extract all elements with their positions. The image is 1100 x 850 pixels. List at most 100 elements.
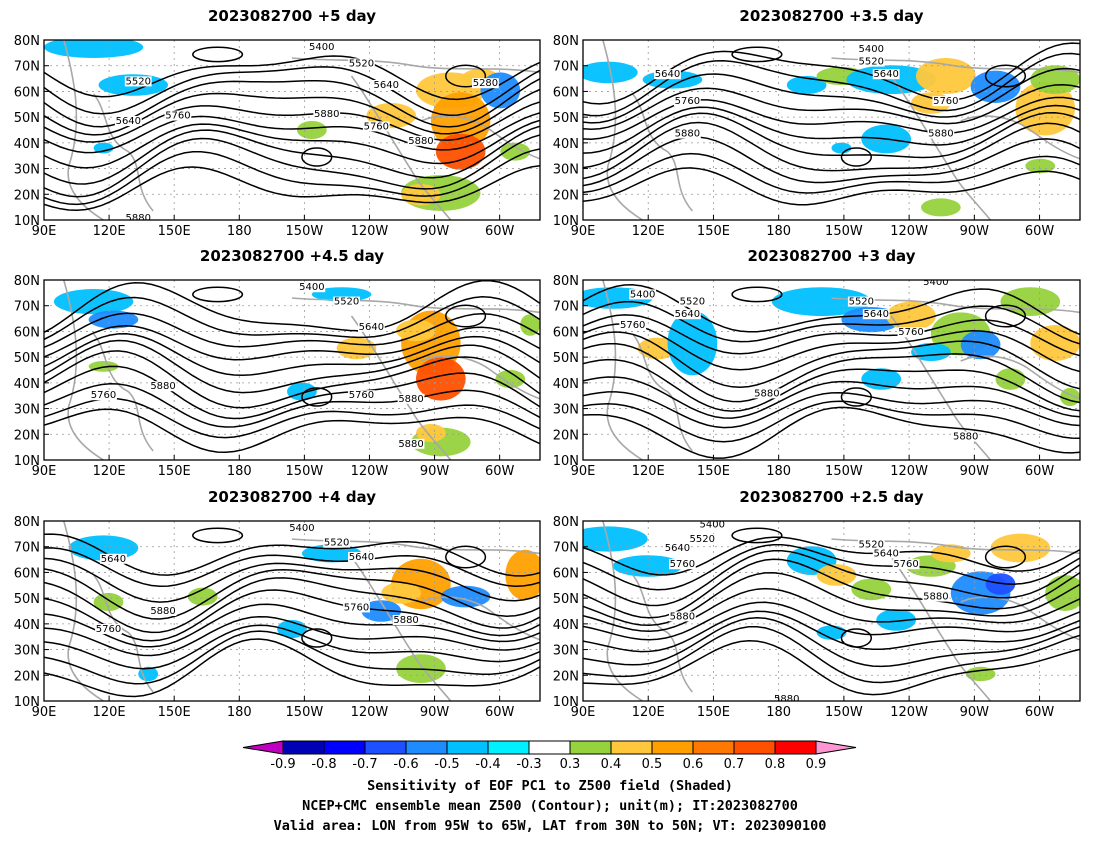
contour-label: 5880 xyxy=(408,136,433,147)
contour-label: 5880 xyxy=(398,439,423,450)
sensitivity-shading xyxy=(786,76,827,94)
footer-line3: Valid area: LON from 95W to 65W, LAT fro… xyxy=(274,818,827,834)
lat-tick-label: 60N xyxy=(553,85,579,100)
lon-tick-label: 90W xyxy=(420,464,450,479)
sensitivity-shading xyxy=(416,357,466,401)
sensitivity-shading xyxy=(1000,287,1061,316)
lon-tick-label: 90W xyxy=(420,224,450,239)
lat-tick-label: 30N xyxy=(14,403,40,418)
z500-contour xyxy=(583,406,1080,459)
lon-tick-label: 120W xyxy=(890,705,928,720)
z500-contour xyxy=(44,397,540,439)
colorbar-swatch xyxy=(610,740,653,755)
z500-contour xyxy=(44,365,540,420)
colorbar-label: -0.3 xyxy=(516,757,541,772)
z500-contour xyxy=(583,572,1080,627)
contour-label: 5880 xyxy=(314,109,339,120)
sensitivity-shading xyxy=(88,310,139,329)
contour-label: 5640 xyxy=(101,554,126,565)
z500-contour xyxy=(44,280,540,334)
contour-label: 5760 xyxy=(96,624,121,635)
sensitivity-shading xyxy=(970,70,1021,104)
coastline xyxy=(420,355,540,400)
contour-label: 5520 xyxy=(334,297,359,308)
coastline xyxy=(890,75,992,220)
z500-contour xyxy=(44,638,540,698)
coastline xyxy=(63,40,104,220)
z500-contour xyxy=(583,601,1080,641)
colorbar-swatch xyxy=(282,740,325,755)
lon-tick-label: 120E xyxy=(632,705,665,720)
z500-closed-contour xyxy=(192,527,244,544)
contour-label: 5760 xyxy=(91,390,116,401)
contour-label: 5520 xyxy=(126,76,151,87)
colorbar-swatch xyxy=(815,740,857,755)
coastline xyxy=(291,297,540,314)
z500-contour xyxy=(583,616,1080,668)
lat-tick-label: 30N xyxy=(553,163,579,178)
lat-tick-label: 40N xyxy=(14,137,40,152)
sensitivity-shading xyxy=(1045,575,1080,611)
lat-tick-label: 30N xyxy=(553,403,579,418)
lon-tick-label: 150W xyxy=(286,224,324,239)
footer-line2: NCEP+CMC ensemble mean Z500 (Contour); u… xyxy=(302,798,798,814)
sensitivity-shading xyxy=(1030,325,1080,361)
panel-frame xyxy=(43,279,541,461)
lon-tick-label: 180 xyxy=(766,705,791,720)
z500-contour xyxy=(44,350,540,409)
colorbar-label: 0.5 xyxy=(642,757,663,772)
z500-contour xyxy=(583,284,1080,336)
z500-closed-contour xyxy=(301,628,333,648)
colorbar-swatch xyxy=(528,740,571,755)
lat-tick-label: 20N xyxy=(14,669,40,684)
sensitivity-shading xyxy=(876,609,916,631)
lat-tick-label: 10N xyxy=(553,695,579,710)
contour-label: 5640 xyxy=(873,548,898,559)
sensitivity-shading xyxy=(886,301,936,331)
sensitivity-shading xyxy=(44,40,144,58)
z500-contour xyxy=(583,314,1080,357)
z500-contour xyxy=(44,333,540,377)
lat-tick-label: 10N xyxy=(14,214,40,229)
sensitivity-shading xyxy=(396,319,436,342)
lat-tick-label: 30N xyxy=(14,644,40,659)
z500-contour xyxy=(44,119,540,169)
lat-tick-label: 40N xyxy=(14,618,40,633)
colorbar-swatch xyxy=(446,740,489,755)
lon-tick-label: 120W xyxy=(890,464,928,479)
z500-contour xyxy=(583,300,1080,345)
z500-contour xyxy=(583,67,1080,124)
lat-tick-label: 10N xyxy=(14,454,40,469)
colorbar-label: -0.9 xyxy=(270,757,295,772)
panel-title: 2023082700 +3 day xyxy=(748,247,916,265)
lon-tick-label: 90W xyxy=(960,464,990,479)
lat-tick-label: 50N xyxy=(14,351,40,366)
lat-tick-label: 10N xyxy=(14,695,40,710)
lat-tick-label: 70N xyxy=(553,60,579,75)
lon-tick-label: 120E xyxy=(93,705,126,720)
lon-tick-label: 60W xyxy=(1025,705,1055,720)
panel-frame xyxy=(43,39,541,221)
lat-tick-label: 10N xyxy=(553,214,579,229)
lon-tick-label: 90W xyxy=(960,224,990,239)
contour-label: 5400 xyxy=(299,282,324,293)
z500-contour xyxy=(44,125,540,185)
contour-label: 5640 xyxy=(675,309,700,320)
z500-contour xyxy=(583,152,1080,194)
z500-contour xyxy=(44,589,540,642)
z500-closed-contour xyxy=(840,147,873,167)
sensitivity-shading xyxy=(771,287,872,316)
panel-frame xyxy=(582,39,1081,221)
lat-tick-label: 30N xyxy=(553,644,579,659)
sensitivity-shading xyxy=(612,555,683,577)
contour-label: 5760 xyxy=(620,320,645,331)
contour-label: 5880 xyxy=(393,615,418,626)
contour-label: 5520 xyxy=(680,297,705,308)
contour-label: 5400 xyxy=(289,523,314,534)
z500-contour xyxy=(44,408,540,454)
contour-label: 5520 xyxy=(849,297,874,308)
z500-closed-contour xyxy=(731,527,783,544)
lon-tick-label: 150E xyxy=(697,705,730,720)
z500-closed-contour xyxy=(840,628,873,648)
